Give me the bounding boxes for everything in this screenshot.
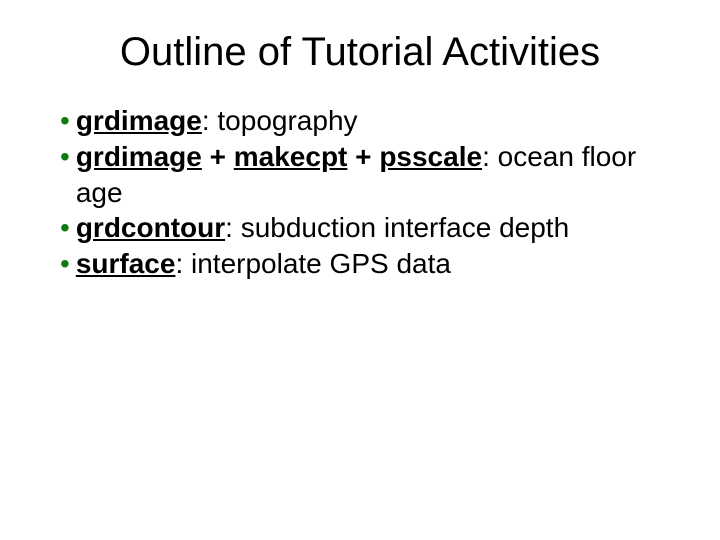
slide-title: Outline of Tutorial Activities (60, 30, 660, 75)
separator: : (175, 248, 191, 279)
bullet-text: surface: interpolate GPS data (76, 246, 660, 282)
command-name: surface (76, 248, 176, 279)
bullet-list: • grdimage: topography • grdimage + make… (60, 103, 660, 282)
separator: : (482, 141, 498, 172)
bullet-desc: interpolate GPS data (191, 248, 451, 279)
bullet-desc: topography (217, 105, 357, 136)
command-name: grdimage (76, 141, 202, 172)
command-name: grdcontour (76, 212, 225, 243)
list-item: • grdimage + makecpt + psscale: ocean fl… (60, 139, 660, 211)
command-name: grdimage (76, 105, 202, 136)
bullet-desc: subduction interface depth (241, 212, 569, 243)
bullet-text: grdimage: topography (76, 103, 660, 139)
command-name: psscale (379, 141, 482, 172)
list-item: • surface: interpolate GPS data (60, 246, 660, 282)
list-item: • grdimage: topography (60, 103, 660, 139)
bullet-text: grdimage + makecpt + psscale: ocean floo… (76, 139, 660, 211)
joiner: + (202, 141, 234, 172)
bullet-text: grdcontour: subduction interface depth (76, 210, 660, 246)
slide: Outline of Tutorial Activities • grdimag… (0, 0, 720, 540)
separator: : (225, 212, 241, 243)
bullet-icon: • (60, 210, 76, 246)
list-item: • grdcontour: subduction interface depth (60, 210, 660, 246)
command-name: makecpt (234, 141, 348, 172)
joiner: + (347, 141, 379, 172)
separator: : (202, 105, 218, 136)
bullet-icon: • (60, 246, 76, 282)
bullet-icon: • (60, 103, 76, 139)
bullet-icon: • (60, 139, 76, 175)
